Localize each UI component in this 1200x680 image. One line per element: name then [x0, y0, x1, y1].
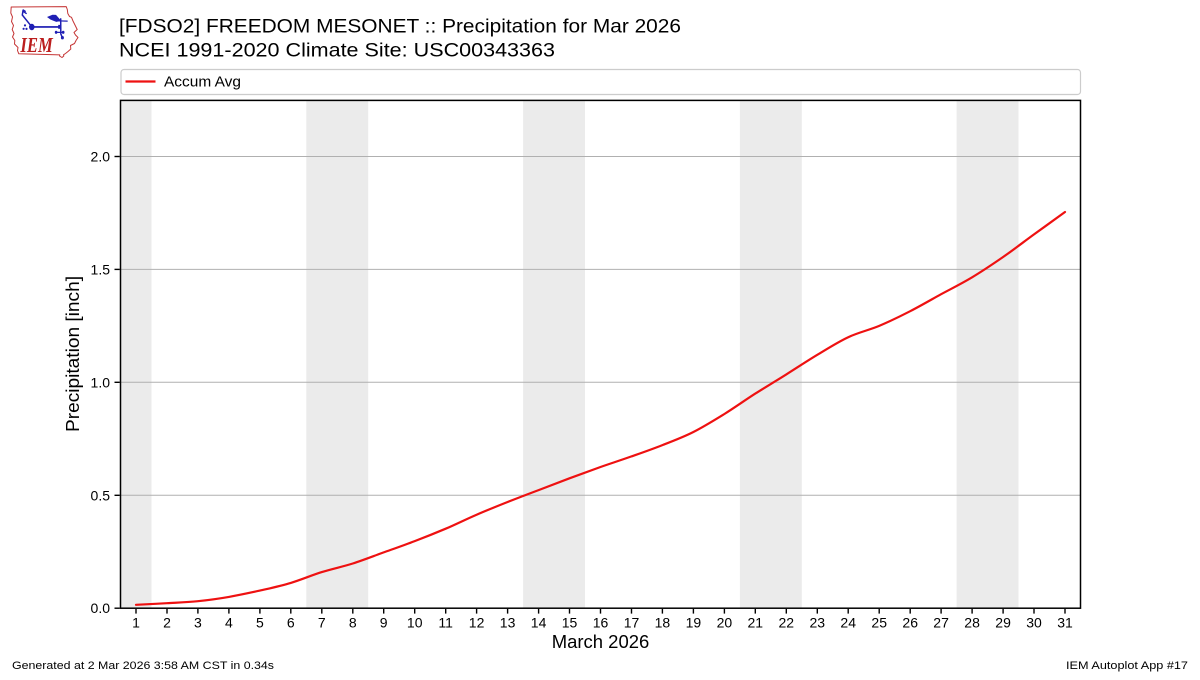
svg-text:17: 17: [624, 615, 640, 631]
svg-text:4: 4: [225, 615, 233, 631]
svg-text:15: 15: [562, 615, 578, 631]
svg-text:March 2026: March 2026: [552, 631, 650, 652]
svg-text:0.0: 0.0: [91, 600, 111, 616]
svg-text:18: 18: [655, 615, 671, 631]
svg-text:2: 2: [163, 615, 171, 631]
svg-text:30: 30: [1026, 615, 1042, 631]
svg-text:7: 7: [318, 615, 326, 631]
svg-text:6: 6: [287, 615, 295, 631]
svg-text:28: 28: [964, 615, 980, 631]
svg-text:Generated at 2 Mar 2026 3:58 A: Generated at 2 Mar 2026 3:58 AM CST in 0…: [12, 660, 275, 672]
svg-text:Precipitation [inch]: Precipitation [inch]: [63, 276, 83, 432]
svg-text:11: 11: [438, 615, 453, 631]
svg-text:31: 31: [1057, 615, 1073, 631]
svg-text:9: 9: [380, 615, 388, 631]
svg-text:NCEI 1991-2020 Climate Site: U: NCEI 1991-2020 Climate Site: USC00343363: [119, 40, 555, 62]
svg-text:8: 8: [349, 615, 357, 631]
svg-text:20: 20: [717, 615, 733, 631]
svg-text:10: 10: [407, 615, 423, 631]
svg-text:5: 5: [256, 615, 264, 631]
svg-text:13: 13: [500, 615, 516, 631]
svg-text:1.5: 1.5: [91, 261, 111, 277]
svg-text:1: 1: [132, 615, 140, 631]
svg-text:25: 25: [871, 615, 887, 631]
svg-text:19: 19: [686, 615, 702, 631]
svg-text:14: 14: [531, 615, 547, 631]
svg-text:23: 23: [810, 615, 826, 631]
svg-text:12: 12: [469, 615, 485, 631]
svg-text:21: 21: [748, 615, 764, 631]
svg-text:[FDSO2] FREEDOM MESONET :: Pre: [FDSO2] FREEDOM MESONET :: Precipitation…: [119, 16, 681, 38]
svg-text:24: 24: [840, 615, 856, 631]
svg-text:27: 27: [933, 615, 949, 631]
svg-text:29: 29: [995, 615, 1011, 631]
svg-text:3: 3: [194, 615, 202, 631]
svg-text:IEM: IEM: [20, 33, 54, 57]
svg-text:22: 22: [779, 615, 795, 631]
svg-text:2.0: 2.0: [91, 149, 111, 165]
svg-text:Accum Avg: Accum Avg: [164, 74, 241, 91]
svg-text:26: 26: [902, 615, 918, 631]
svg-text:1.0: 1.0: [91, 374, 111, 390]
svg-text:16: 16: [593, 615, 609, 631]
svg-text:IEM Autoplot App #17: IEM Autoplot App #17: [1066, 660, 1188, 672]
svg-text:0.5: 0.5: [91, 487, 111, 503]
